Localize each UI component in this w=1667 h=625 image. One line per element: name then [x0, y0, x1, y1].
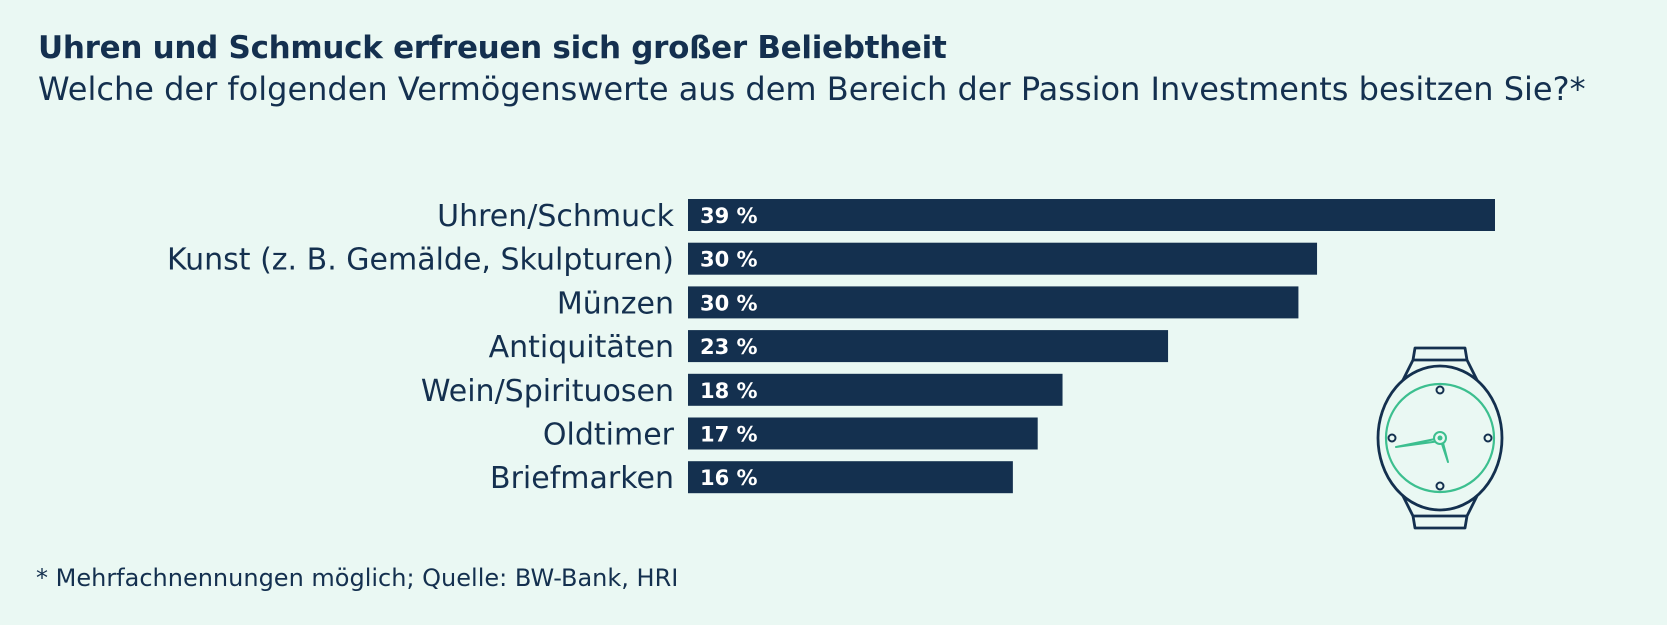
- footnote: * Mehrfachnennungen möglich; Quelle: BW-…: [36, 564, 679, 592]
- category-label: Briefmarken: [490, 461, 674, 496]
- value-label: 39 %: [700, 204, 758, 228]
- category-label: Kunst (z. B. Gemälde, Skulpturen): [167, 243, 674, 278]
- value-label: 17 %: [700, 423, 758, 447]
- chart-subtitle: Welche der folgenden Vermögenswerte aus …: [38, 70, 1586, 108]
- category-label: Münzen: [557, 286, 674, 321]
- bar: [688, 199, 1495, 231]
- bar: [688, 286, 1299, 319]
- chart-title: Uhren und Schmuck erfreuen sich großer B…: [38, 30, 947, 66]
- value-label: 16 %: [700, 466, 758, 490]
- category-label: Uhren/Schmuck: [437, 199, 675, 234]
- value-label: 30 %: [700, 248, 758, 272]
- category-label: Wein/Spirituosen: [421, 374, 674, 409]
- bar: [688, 461, 1013, 494]
- value-label: 18 %: [700, 379, 758, 403]
- value-label: 23 %: [700, 335, 758, 359]
- category-label: Antiquitäten: [489, 330, 674, 365]
- bar: [688, 417, 1038, 450]
- wristwatch-icon: [1370, 344, 1510, 538]
- value-label: 30 %: [700, 291, 758, 315]
- bar: [688, 330, 1169, 363]
- bar: [688, 373, 1063, 406]
- category-label: Oldtimer: [543, 418, 675, 453]
- bar: [688, 242, 1318, 275]
